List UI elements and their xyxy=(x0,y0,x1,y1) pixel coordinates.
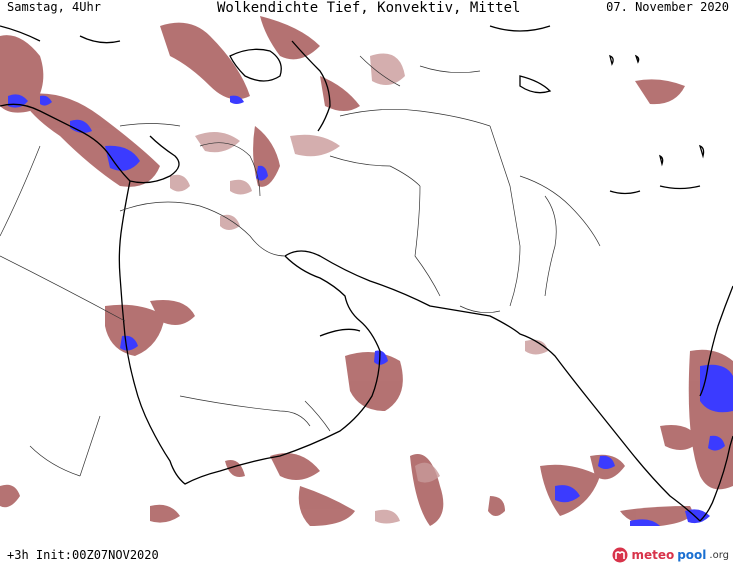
forecast-init-info: +3h Init:00Z07NOV2020 xyxy=(7,548,159,562)
country-borders xyxy=(0,55,601,477)
header-date: 07. November 2020 xyxy=(606,0,729,14)
map-title: Wolkendichte Tief, Konvektiv, Mittel xyxy=(217,0,521,16)
coastlines xyxy=(0,25,733,522)
header-day-time: Samstag, 4Uhr xyxy=(7,0,101,14)
logo-text-pool: pool xyxy=(677,548,707,562)
logo-text-meteo: meteo xyxy=(631,548,675,562)
meteopool-logo-icon xyxy=(612,547,628,563)
meteopool-logo[interactable]: meteo pool .org xyxy=(612,547,729,563)
weather-map xyxy=(0,16,733,526)
cloud-layer xyxy=(0,16,733,526)
logo-text-domain: .org xyxy=(709,549,729,561)
